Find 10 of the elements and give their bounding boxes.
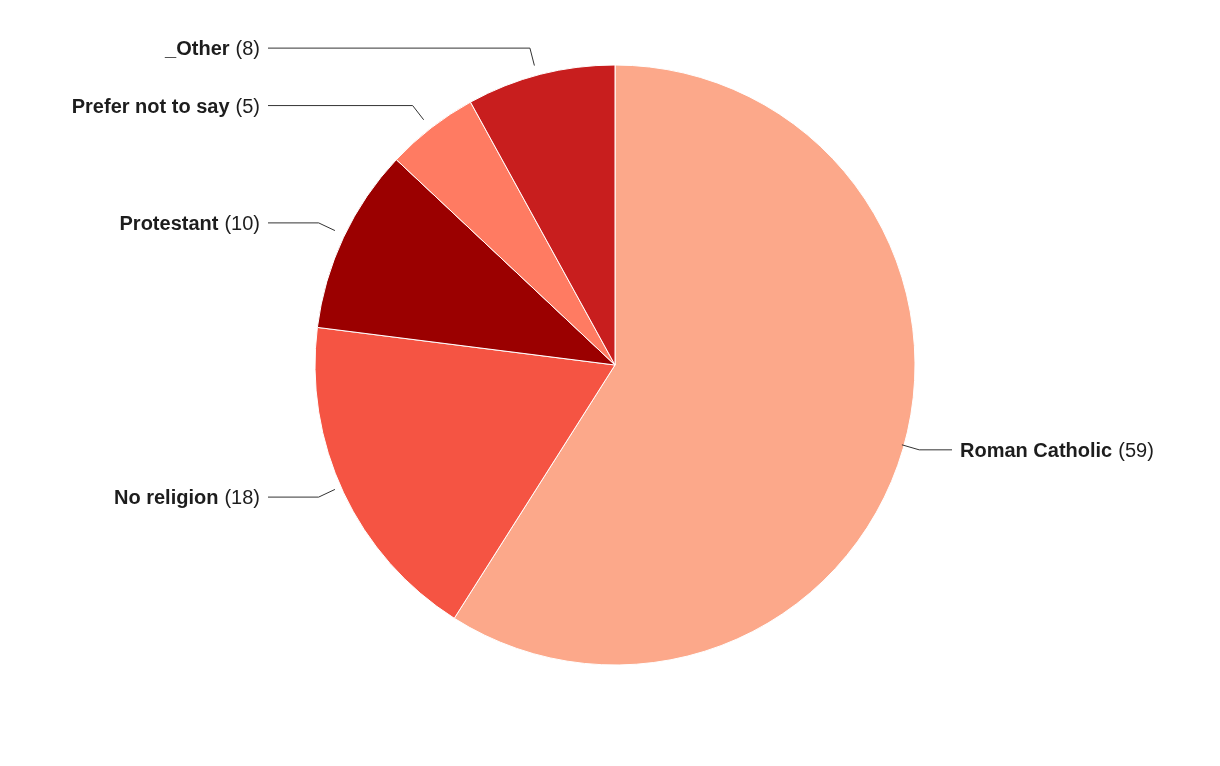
slice-label: No religion (113, 486, 219, 509)
slice-label: _Other (164, 37, 230, 60)
data-label: (8) (235, 37, 260, 60)
slice-label: Protestant (119, 211, 219, 234)
data-label: (10) (224, 211, 260, 234)
data-label: (18) (224, 486, 260, 509)
slice-label: Prefer not to say (71, 94, 231, 117)
data-label: (59) (1118, 438, 1154, 461)
data-label: (5) (235, 94, 260, 117)
slice-label: Roman Catholic (960, 438, 1113, 461)
